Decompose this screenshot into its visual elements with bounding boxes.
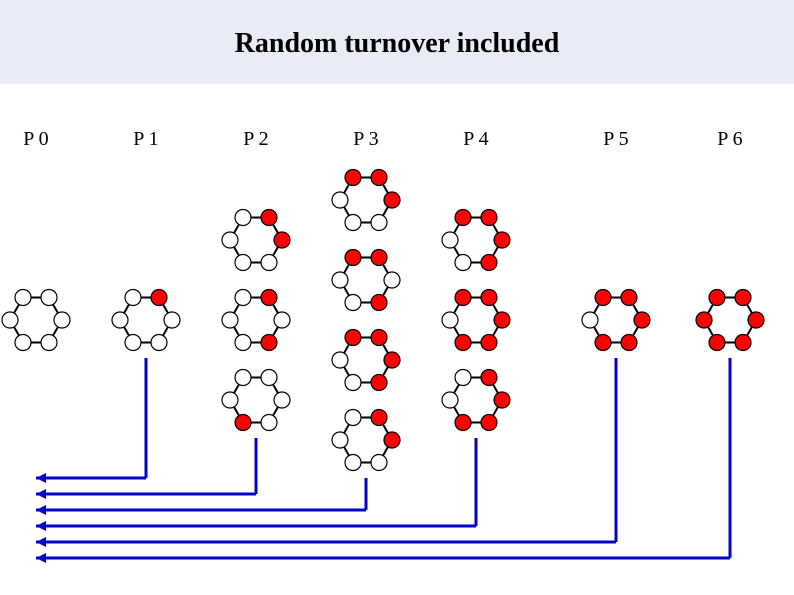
diagram-svg: P 0 P 1 P 2 P 3 P 4 P 5 P 6 <box>0 0 794 595</box>
node-on <box>595 335 611 351</box>
node-on <box>261 289 277 305</box>
node-off <box>371 455 387 471</box>
node-off <box>112 312 128 328</box>
node-off <box>41 289 57 305</box>
arrow-head <box>36 473 46 483</box>
node-on <box>371 329 387 345</box>
node-off <box>2 312 18 328</box>
node-off <box>332 272 348 288</box>
node-off <box>442 312 458 328</box>
node-on <box>621 335 637 351</box>
column-label: P 3 <box>353 128 378 150</box>
node-on <box>696 312 712 328</box>
node-on <box>494 312 510 328</box>
node-off <box>41 335 57 351</box>
node-on <box>274 232 290 248</box>
node-off <box>455 369 471 385</box>
node-on <box>345 249 361 265</box>
node-off <box>261 255 277 271</box>
node-off <box>332 352 348 368</box>
node-off <box>222 312 238 328</box>
node-off <box>345 455 361 471</box>
node-on <box>345 169 361 185</box>
node-off <box>235 289 251 305</box>
node-off <box>125 289 141 305</box>
arrow-head <box>36 489 46 499</box>
node-off <box>345 409 361 425</box>
node-off <box>455 255 471 271</box>
node-on <box>235 415 251 431</box>
node-on <box>481 255 497 271</box>
node-off <box>261 415 277 431</box>
node-off <box>442 392 458 408</box>
node-off <box>442 232 458 248</box>
node-on <box>481 209 497 225</box>
column-label: P 5 <box>603 128 628 150</box>
arrow-head <box>36 537 46 547</box>
column-label: P 6 <box>717 128 742 150</box>
node-off <box>384 272 400 288</box>
node-off <box>235 335 251 351</box>
node-on <box>481 335 497 351</box>
node-on <box>494 392 510 408</box>
node-on <box>481 289 497 305</box>
node-on <box>371 169 387 185</box>
node-on <box>709 289 725 305</box>
node-on <box>261 335 277 351</box>
node-off <box>151 335 167 351</box>
node-on <box>621 289 637 305</box>
node-on <box>371 375 387 391</box>
node-on <box>455 335 471 351</box>
node-on <box>455 209 471 225</box>
node-off <box>332 192 348 208</box>
node-off <box>371 215 387 231</box>
node-on <box>384 352 400 368</box>
node-off <box>332 432 348 448</box>
node-on <box>384 192 400 208</box>
node-on <box>345 329 361 345</box>
node-off <box>274 392 290 408</box>
node-off <box>345 295 361 311</box>
node-on <box>151 289 167 305</box>
node-on <box>634 312 650 328</box>
node-off <box>164 312 180 328</box>
node-off <box>235 369 251 385</box>
column-label: P 2 <box>243 128 268 150</box>
node-off <box>235 255 251 271</box>
arrow-head <box>36 553 46 563</box>
node-off <box>222 232 238 248</box>
node-on <box>481 415 497 431</box>
node-on <box>709 335 725 351</box>
node-off <box>125 335 141 351</box>
node-off <box>345 215 361 231</box>
node-on <box>455 415 471 431</box>
node-on <box>595 289 611 305</box>
node-on <box>494 232 510 248</box>
column-label: P 4 <box>463 128 488 150</box>
node-off <box>274 312 290 328</box>
node-off <box>235 209 251 225</box>
node-on <box>371 295 387 311</box>
arrow-head <box>36 505 46 515</box>
node-off <box>222 392 238 408</box>
node-on <box>455 289 471 305</box>
node-on <box>384 432 400 448</box>
column-label: P 1 <box>133 128 158 150</box>
node-on <box>261 209 277 225</box>
node-on <box>735 289 751 305</box>
node-off <box>15 335 31 351</box>
node-on <box>748 312 764 328</box>
node-off <box>582 312 598 328</box>
node-off <box>345 375 361 391</box>
node-off <box>54 312 70 328</box>
node-on <box>481 369 497 385</box>
node-on <box>371 249 387 265</box>
node-off <box>15 289 31 305</box>
arrow-head <box>36 521 46 531</box>
node-on <box>371 409 387 425</box>
node-off <box>261 369 277 385</box>
node-on <box>735 335 751 351</box>
column-label: P 0 <box>23 128 48 150</box>
